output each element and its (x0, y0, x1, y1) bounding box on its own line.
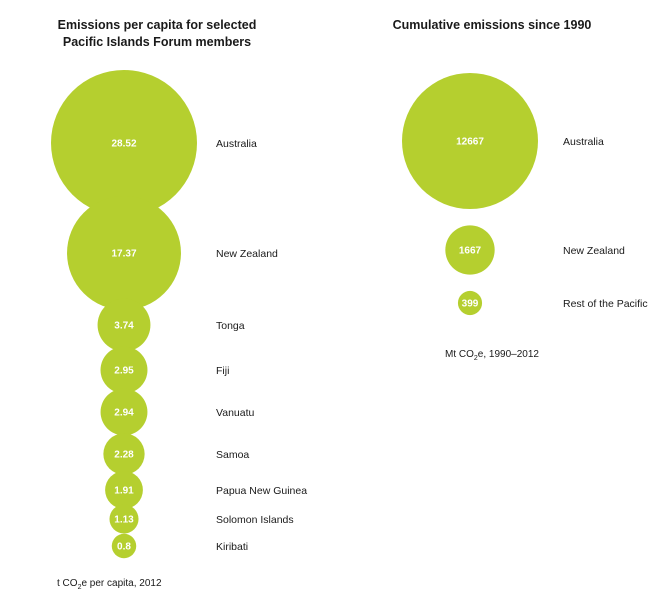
per-capita-category-label-tonga: Tonga (216, 320, 245, 332)
per-capita-bubble-solomon-islands (109, 504, 139, 534)
per-capita-category-label-papua-new-guinea: Papua New Guinea (216, 485, 307, 497)
cumulative-bubble-new-zealand (445, 225, 495, 275)
per-capita-bubble-fiji (100, 346, 148, 394)
per-capita-value-label-vanuatu: 2.94 (114, 408, 134, 419)
cumulative-category-label-rest-of-the-pacific: Rest of the Pacific (563, 298, 648, 310)
per-capita-bubble-tonga (97, 298, 151, 352)
per-capita-category-label-new-zealand: New Zealand (216, 248, 278, 260)
per-capita-value-label-tonga: 3.74 (114, 321, 134, 332)
cumulative-value-label-rest-of-the-pacific: 399 (462, 299, 479, 310)
cumulative-value-label-australia: 12667 (456, 137, 484, 148)
per-capita-category-label-solomon-islands: Solomon Islands (216, 514, 294, 526)
per-capita-title-line-2: Pacific Islands Forum members (63, 35, 251, 49)
per-capita-title-line-1: Emissions per capita for selected (58, 18, 257, 32)
per-capita-bubble-new-zealand (67, 196, 181, 310)
per-capita-category-label-kiribati: Kiribati (216, 541, 248, 553)
per-capita-category-label-samoa: Samoa (216, 449, 249, 461)
cumulative-unit-label: Mt CO2e, 1990–2012 (445, 349, 539, 362)
cumulative-title: Cumulative emissions since 1990 (393, 18, 592, 32)
cumulative-chart: Cumulative emissions since 1990 12667 Aus… (393, 18, 648, 362)
per-capita-bubble-australia (51, 70, 197, 216)
per-capita-value-label-samoa: 2.28 (114, 450, 134, 461)
per-capita-bubble-vanuatu (100, 388, 148, 436)
per-capita-bubbles: 28.52 Australia 17.37 New Zealand 3.74 Tonga 2… (51, 70, 307, 559)
cumulative-bubbles: 12667 Australia 1667 New Zealand 399 Rest of … (402, 73, 648, 316)
per-capita-value-label-fiji: 2.95 (114, 366, 134, 377)
per-capita-value-label-new-zealand: 17.37 (111, 249, 136, 260)
per-capita-bubble-papua-new-guinea (105, 471, 143, 509)
per-capita-chart: Emissions per capita for selected Pacifi… (51, 18, 307, 591)
per-capita-value-label-kiribati: 0.8 (117, 542, 131, 553)
per-capita-value-label-papua-new-guinea: 1.91 (114, 486, 134, 497)
per-capita-unit-label: t CO2e per capita, 2012 (57, 578, 162, 591)
cumulative-value-label-new-zealand: 1667 (459, 246, 482, 257)
per-capita-bubble-samoa (103, 433, 145, 475)
per-capita-value-label-australia: 28.52 (111, 139, 136, 150)
per-capita-value-label-solomon-islands: 1.13 (114, 515, 134, 526)
cumulative-bubble-rest-of-the-pacific (457, 290, 483, 316)
per-capita-category-label-fiji: Fiji (216, 365, 229, 377)
cumulative-bubble-australia (402, 73, 538, 209)
per-capita-category-label-australia: Australia (216, 138, 257, 150)
per-capita-category-label-vanuatu: Vanuatu (216, 407, 254, 419)
cumulative-category-label-australia: Australia (563, 136, 604, 148)
per-capita-bubble-kiribati (111, 533, 137, 559)
cumulative-category-label-new-zealand: New Zealand (563, 245, 625, 257)
